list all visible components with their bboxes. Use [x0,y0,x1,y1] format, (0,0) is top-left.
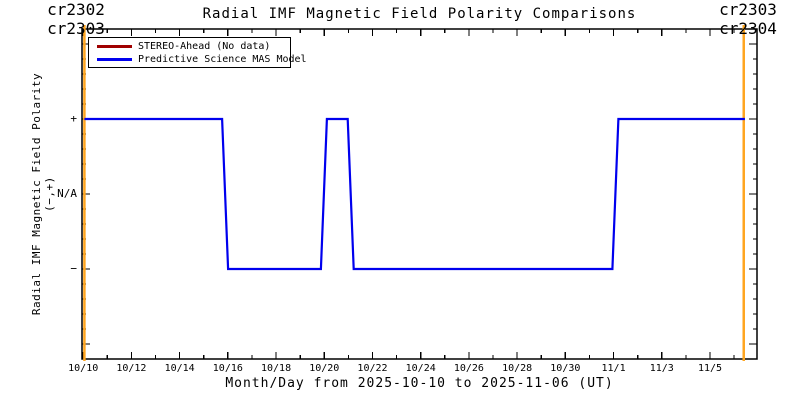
axis-ticks [82,29,757,359]
x-tick-label: 10/12 [116,363,147,374]
x-tick-label: 11/1 [601,363,626,374]
y-tick-label: + [70,112,77,125]
x-tick-label: 10/10 [68,363,99,374]
x-tick-label: 10/24 [405,363,436,374]
x-tick-label: 10/26 [453,363,484,374]
x-tick-label: 10/18 [261,363,292,374]
chart-title: Radial IMF Magnetic Field Polarity Compa… [202,6,637,22]
x-tick-label: 10/14 [164,363,195,374]
series-line-mas-model [84,117,745,271]
x-tick-label: 11/3 [649,363,674,374]
x-axis-title: Month/Day from 2025-10-10 to 2025-11-06 … [225,376,614,391]
legend-line-blue [97,58,132,61]
legend-label: Predictive Science MAS Model [138,54,307,65]
carrington-label-right: cr2303 cr2304 [719,0,777,38]
plot-border [81,28,758,360]
legend: STEREO-Ahead (No data) Predictive Scienc… [88,37,307,68]
legend-item-mas-model: Predictive Science MAS Model [89,53,307,66]
x-tick-label: 11/5 [697,363,723,374]
x-tick-label: 10/16 [212,363,243,374]
x-tick-label: 10/30 [550,363,581,374]
carrington-boundary-lines [83,25,745,361]
legend-line-red [97,45,132,48]
x-tick-label: 10/20 [309,363,340,374]
legend-label: STEREO-Ahead (No data) [138,41,271,52]
x-tick-label: 10/28 [502,363,533,374]
legend-item-stereo: STEREO-Ahead (No data) [89,40,290,53]
x-tick-label: 10/22 [357,363,388,374]
carrington-label-left: cr2302 cr2303 [47,0,105,38]
data-series-lines [84,117,745,271]
y-tick-label: N/A [57,187,77,200]
y-tick-label: − [70,262,77,275]
